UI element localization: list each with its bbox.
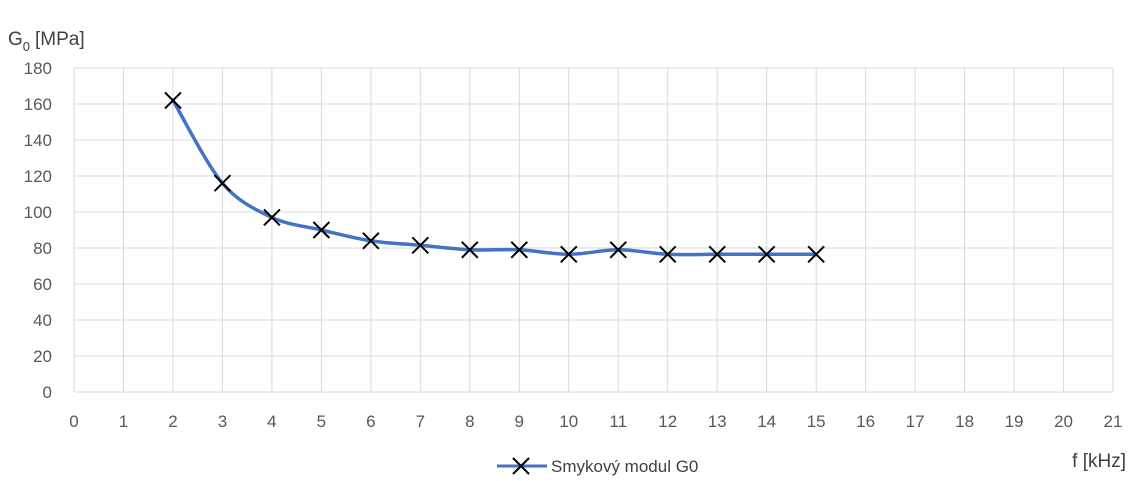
y-tick-label: 120 — [24, 167, 52, 186]
y-tick-label: 60 — [33, 275, 52, 294]
y-tick-label: 140 — [24, 131, 52, 150]
x-tick-label: 14 — [757, 412, 776, 431]
y-axis-title: G0 [MPa] — [8, 29, 85, 54]
x-tick-label: 18 — [955, 412, 974, 431]
x-tick-label: 12 — [658, 412, 677, 431]
x-tick-label: 16 — [856, 412, 875, 431]
data-point-marker — [659, 245, 677, 264]
x-tick-label: 3 — [218, 412, 227, 431]
y-tick-label: 0 — [43, 383, 52, 402]
x-tick-label: 0 — [69, 412, 78, 431]
y-tick-label: 100 — [24, 203, 52, 222]
y-axis-title-subscript: 0 — [23, 39, 30, 54]
data-point-marker — [411, 236, 430, 255]
y-tick-label: 20 — [33, 347, 52, 366]
x-tick-label: 9 — [515, 412, 524, 431]
x-tick-label: 6 — [366, 412, 375, 431]
x-axis-title: f [kHz] — [1072, 451, 1126, 472]
data-point-marker — [213, 174, 232, 192]
x-tick-label: 15 — [807, 412, 826, 431]
data-point-marker — [263, 208, 281, 227]
data-point-marker — [807, 245, 825, 264]
series-layer — [171, 99, 817, 257]
grid-lines — [73, 67, 1114, 393]
y-tick-label: 180 — [24, 59, 52, 78]
x-tick-label: 19 — [1005, 412, 1024, 431]
x-tick-label: 8 — [465, 412, 474, 431]
data-point-marker — [312, 221, 331, 239]
series-line — [171, 99, 817, 257]
data-point-marker — [560, 245, 578, 264]
legend-marker — [512, 457, 530, 475]
x-tick-label: 7 — [416, 412, 425, 431]
x-tick-label: 5 — [317, 412, 326, 431]
y-tick-label: 40 — [33, 311, 52, 330]
markers-layer — [164, 91, 825, 264]
y-tick-label: 80 — [33, 239, 52, 258]
x-tick-label: 4 — [267, 412, 276, 431]
data-point-marker — [164, 91, 182, 110]
data-point-marker — [708, 245, 726, 264]
legend: Smykový modul G0 — [497, 457, 698, 476]
data-point-marker — [757, 245, 776, 264]
y-tick-label: 160 — [24, 95, 52, 114]
data-point-marker — [362, 232, 380, 250]
x-tick-label: 11 — [609, 412, 627, 431]
x-tick-label: 10 — [559, 412, 578, 431]
x-tick-label: 2 — [168, 412, 177, 431]
data-point-marker — [510, 241, 528, 259]
x-tick-label: 21 — [1104, 412, 1123, 431]
data-point-marker — [609, 241, 627, 259]
x-tick-label: 1 — [119, 412, 128, 431]
legend-label: Smykový modul G0 — [551, 457, 698, 476]
x-tick-label: 13 — [708, 412, 727, 431]
data-point-marker — [461, 241, 479, 259]
x-tick-label: 17 — [906, 412, 925, 431]
x-tick-label: 20 — [1054, 412, 1073, 431]
